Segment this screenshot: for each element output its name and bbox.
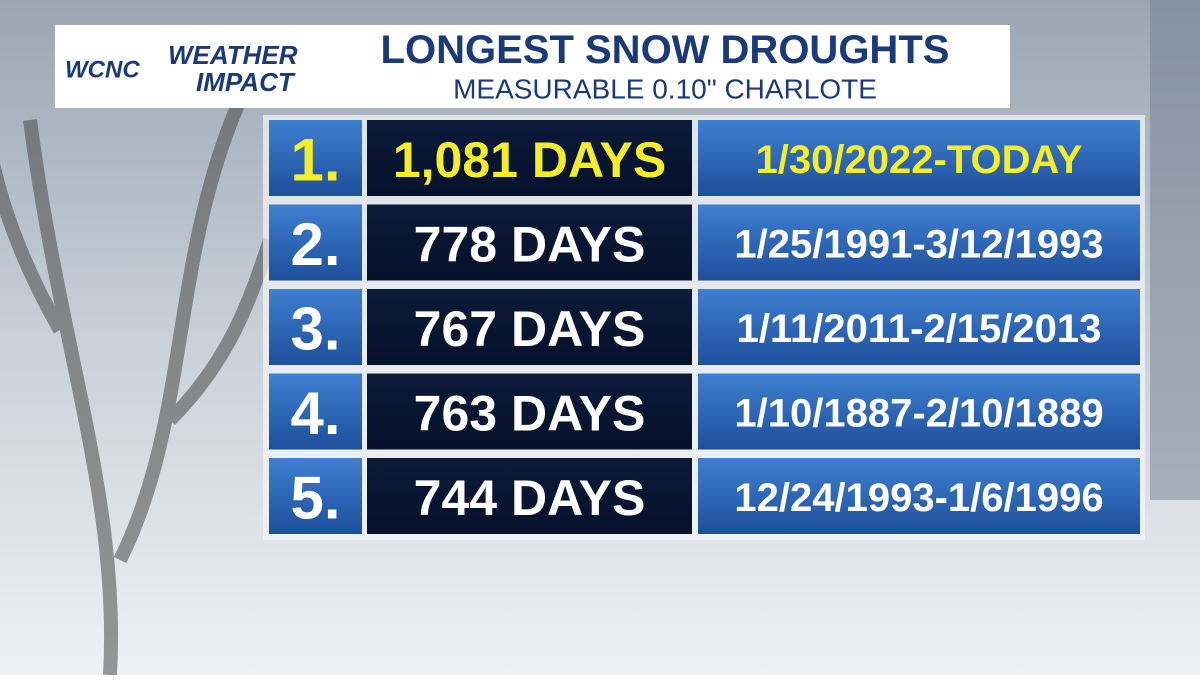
trees — [0, 97, 277, 676]
dates-text: 1/25/1991-3/12/1993 — [734, 223, 1103, 267]
dates-text: 1/11/2011-2/15/2013 — [737, 307, 1102, 351]
building — [1150, 0, 1200, 500]
days-cell — [367, 120, 692, 196]
days-cell — [367, 373, 692, 450]
days-text: 744 DAYS — [414, 470, 646, 526]
rank-text: 2. — [290, 211, 340, 278]
dates-cell — [698, 289, 1140, 365]
days-text: 767 DAYS — [414, 301, 646, 357]
rank-cell — [269, 458, 362, 534]
dates-text: 1/30/2022-TODAY — [756, 138, 1083, 182]
days-text: 778 DAYS — [414, 217, 646, 273]
subtitle: MEASURABLE 0.10" CHARLOTE — [453, 74, 877, 105]
days-cell — [367, 204, 692, 281]
dates-cell — [698, 204, 1140, 281]
rank-text: 3. — [290, 296, 340, 363]
days-cell — [367, 458, 692, 534]
days-cell — [367, 289, 692, 365]
dates-cell — [698, 120, 1140, 196]
rank-text: 1. — [290, 127, 340, 194]
header-bar — [55, 25, 1010, 108]
title: LONGEST SNOW DROUGHTS — [381, 28, 950, 72]
dates-text: 1/10/1887-2/10/1889 — [734, 392, 1103, 436]
rank-text: 5. — [290, 465, 340, 532]
dates-cell — [698, 373, 1140, 450]
rank-cell — [269, 373, 362, 450]
days-text: 1,081 DAYS — [393, 132, 666, 188]
rank-cell — [269, 204, 362, 281]
rank-cell — [269, 120, 362, 196]
rank-text: 4. — [290, 380, 340, 447]
days-text: 763 DAYS — [414, 386, 646, 442]
dates-cell — [698, 458, 1140, 534]
dates-text: 12/24/1993-1/6/1996 — [734, 476, 1103, 520]
rank-cell — [269, 289, 362, 365]
table: 1. 1,081 DAYS 1/30/2022-TODAY 2. 778 DAYS 1/2… — [269, 120, 1140, 534]
logo-line1: WEATHER — [168, 40, 298, 70]
logo-line2: IMPACT — [196, 67, 296, 97]
logo-station: WCNC — [65, 57, 140, 84]
